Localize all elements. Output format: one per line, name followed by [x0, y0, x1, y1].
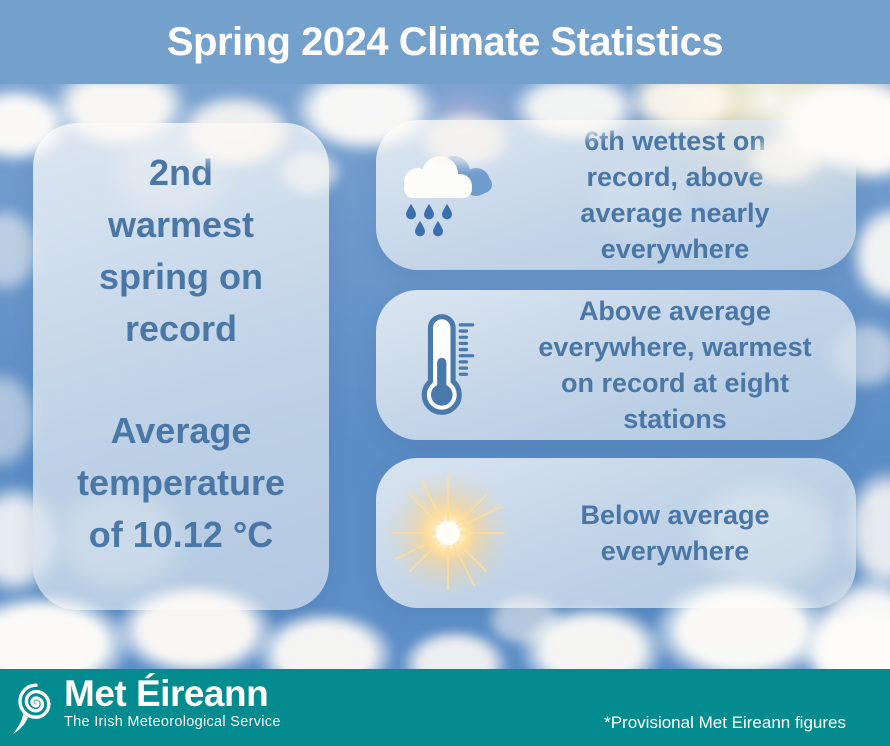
stat-card-text: 6th wettest on record, above average nea… — [580, 126, 770, 264]
header-banner: Spring 2024 Climate Statistics — [0, 0, 890, 84]
stat-card-temperature: Above average everywhere, warmest on rec… — [376, 290, 856, 440]
summary-headline: 2nd warmest spring on record — [99, 152, 263, 349]
brand-tagline: The Irish Meteorological Service — [64, 714, 281, 730]
page-title: Spring 2024 Climate Statistics — [166, 19, 724, 64]
summary-detail: Average temperature of 10.12 °C — [76, 410, 286, 555]
spiral-logo-icon — [12, 683, 51, 734]
brand-name: Met Éireann — [64, 673, 269, 714]
sun-icon — [376, 467, 524, 599]
met-eireann-logo: Met Éireann The Irish Meteorological Ser… — [12, 675, 281, 743]
summary-card: 2nd warmest spring on record Average tem… — [33, 123, 329, 610]
stat-card-text: Above average everywhere, warmest on rec… — [538, 296, 812, 434]
thermometer-icon — [376, 307, 524, 423]
footer-banner: Met Éireann The Irish Meteorological Ser… — [0, 669, 890, 746]
stat-card-rainfall: 6th wettest on record, above average nea… — [376, 120, 856, 270]
provisional-footnote: *Provisional Met Eireann figures — [604, 713, 846, 732]
stat-card-sunshine: Below average everywhere — [376, 458, 856, 608]
rain-cloud-icon — [376, 142, 524, 248]
stat-card-text: Below average everywhere — [580, 500, 770, 566]
